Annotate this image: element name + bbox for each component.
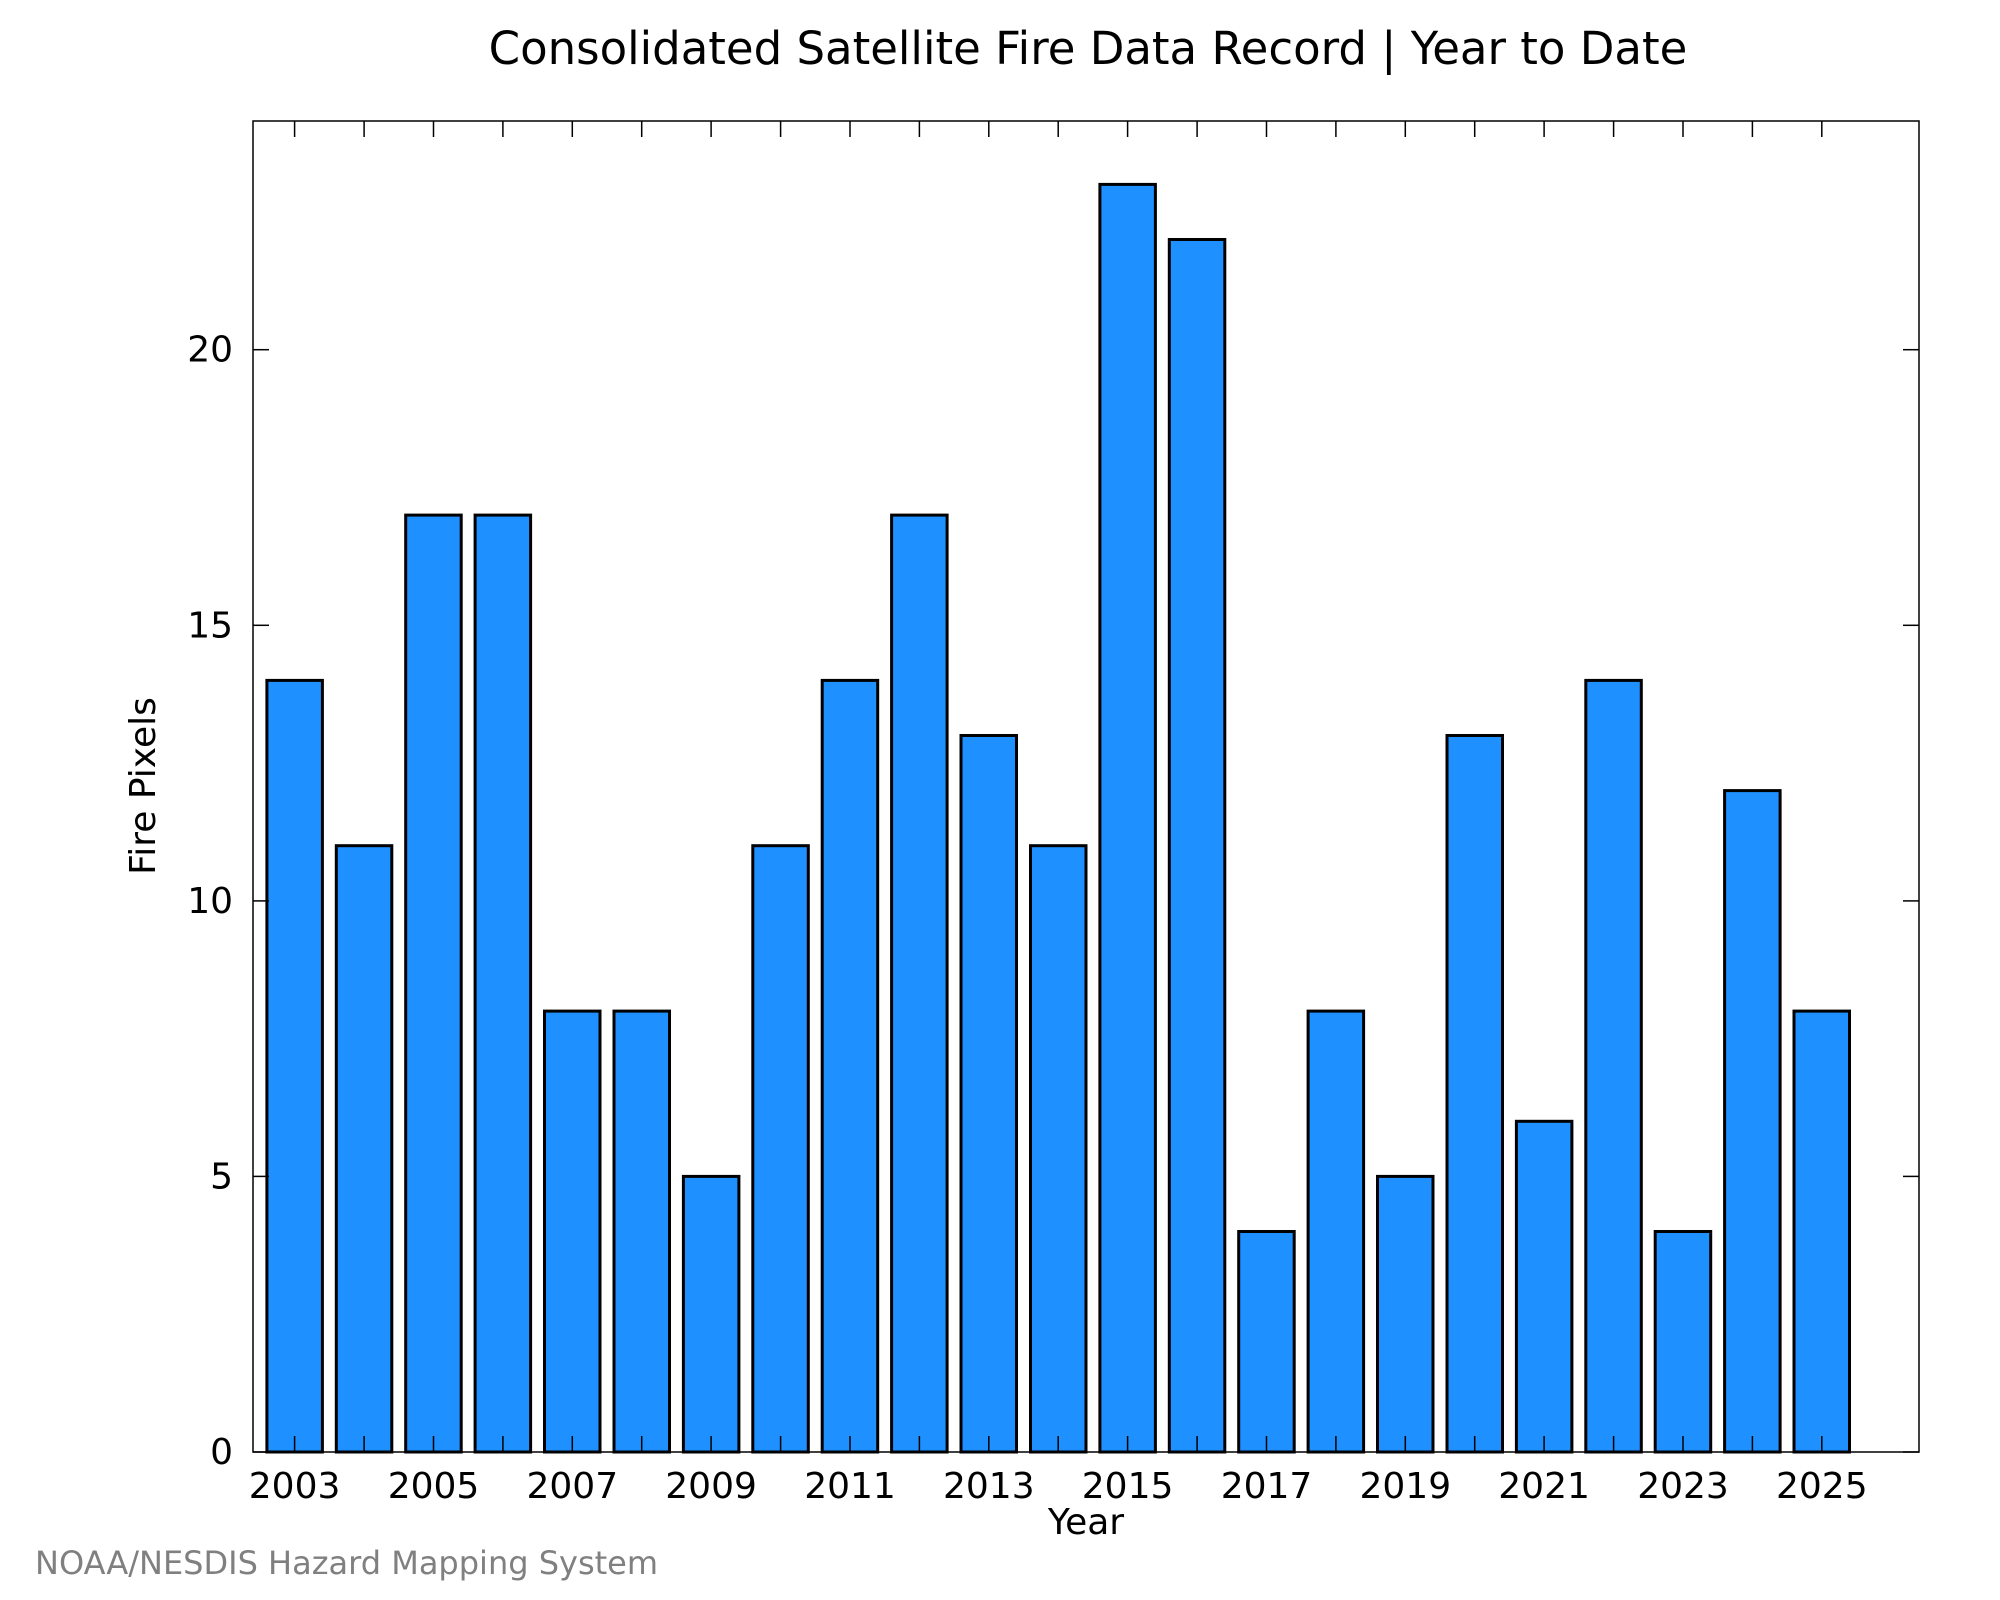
bar-2009 (681, 1174, 741, 1454)
chart-title: Consolidated Satellite Fire Data Record … (489, 22, 1688, 75)
y-tick-label-15: 15 (187, 605, 233, 646)
x-tick-label-2023: 2023 (1637, 1466, 1729, 1507)
bar-2025 (1792, 1009, 1851, 1454)
bar-2017 (1237, 1230, 1296, 1454)
bar-2008 (612, 1009, 671, 1454)
credit-text: NOAA/NESDIS Hazard Mapping System (35, 1544, 658, 1582)
y-tick-label-0: 0 (210, 1432, 233, 1473)
bar-2024 (1723, 789, 1782, 1454)
bar-2022 (1584, 678, 1643, 1454)
bar-2006 (473, 513, 533, 1454)
bar-2021 (1514, 1119, 1574, 1454)
bar-2012 (890, 513, 949, 1454)
x-axis-label: Year (1047, 1502, 1124, 1543)
bar-2011 (820, 678, 880, 1454)
y-tick-label-20: 20 (187, 330, 233, 371)
bars-group (265, 182, 1851, 1454)
x-tick-label-2021: 2021 (1498, 1466, 1590, 1507)
x-tick-label-2009: 2009 (665, 1466, 757, 1507)
ticks-group (253, 121, 1919, 1453)
x-tick-label-2005: 2005 (388, 1466, 480, 1507)
x-tick-label-2007: 2007 (526, 1466, 618, 1507)
x-tick-label-2013: 2013 (943, 1466, 1035, 1507)
bar-2004 (334, 844, 394, 1454)
bar-2019 (1376, 1174, 1435, 1454)
bar-2023 (1653, 1230, 1713, 1454)
bar-2005 (404, 513, 463, 1454)
plot-frame (252, 120, 1920, 1453)
x-tick-label-2003: 2003 (249, 1466, 341, 1507)
x-tick-label-2025: 2025 (1776, 1466, 1868, 1507)
x-tick-label-2015: 2015 (1082, 1466, 1174, 1507)
bar-2014 (1029, 844, 1088, 1454)
y-axis-label: Fire Pixels (123, 697, 164, 875)
x-tick-label-2011: 2011 (804, 1466, 896, 1507)
bar-2003 (265, 678, 324, 1454)
y-tick-label-10: 10 (187, 881, 233, 922)
bar-2015 (1098, 182, 1157, 1454)
tick-labels-group: 2003 2005 2007 2009 2011 2013 2015 2017 2019 2021… (187, 330, 1867, 1507)
bar-2007 (543, 1009, 602, 1454)
bar-2020 (1445, 734, 1504, 1454)
bar-2010 (751, 844, 810, 1454)
bar-2018 (1306, 1009, 1366, 1454)
x-tick-label-2019: 2019 (1359, 1466, 1451, 1507)
x-tick-label-2017: 2017 (1221, 1466, 1313, 1507)
bar-2016 (1167, 238, 1227, 1454)
y-tick-label-5: 5 (210, 1156, 233, 1197)
bar-2013 (959, 734, 1018, 1454)
